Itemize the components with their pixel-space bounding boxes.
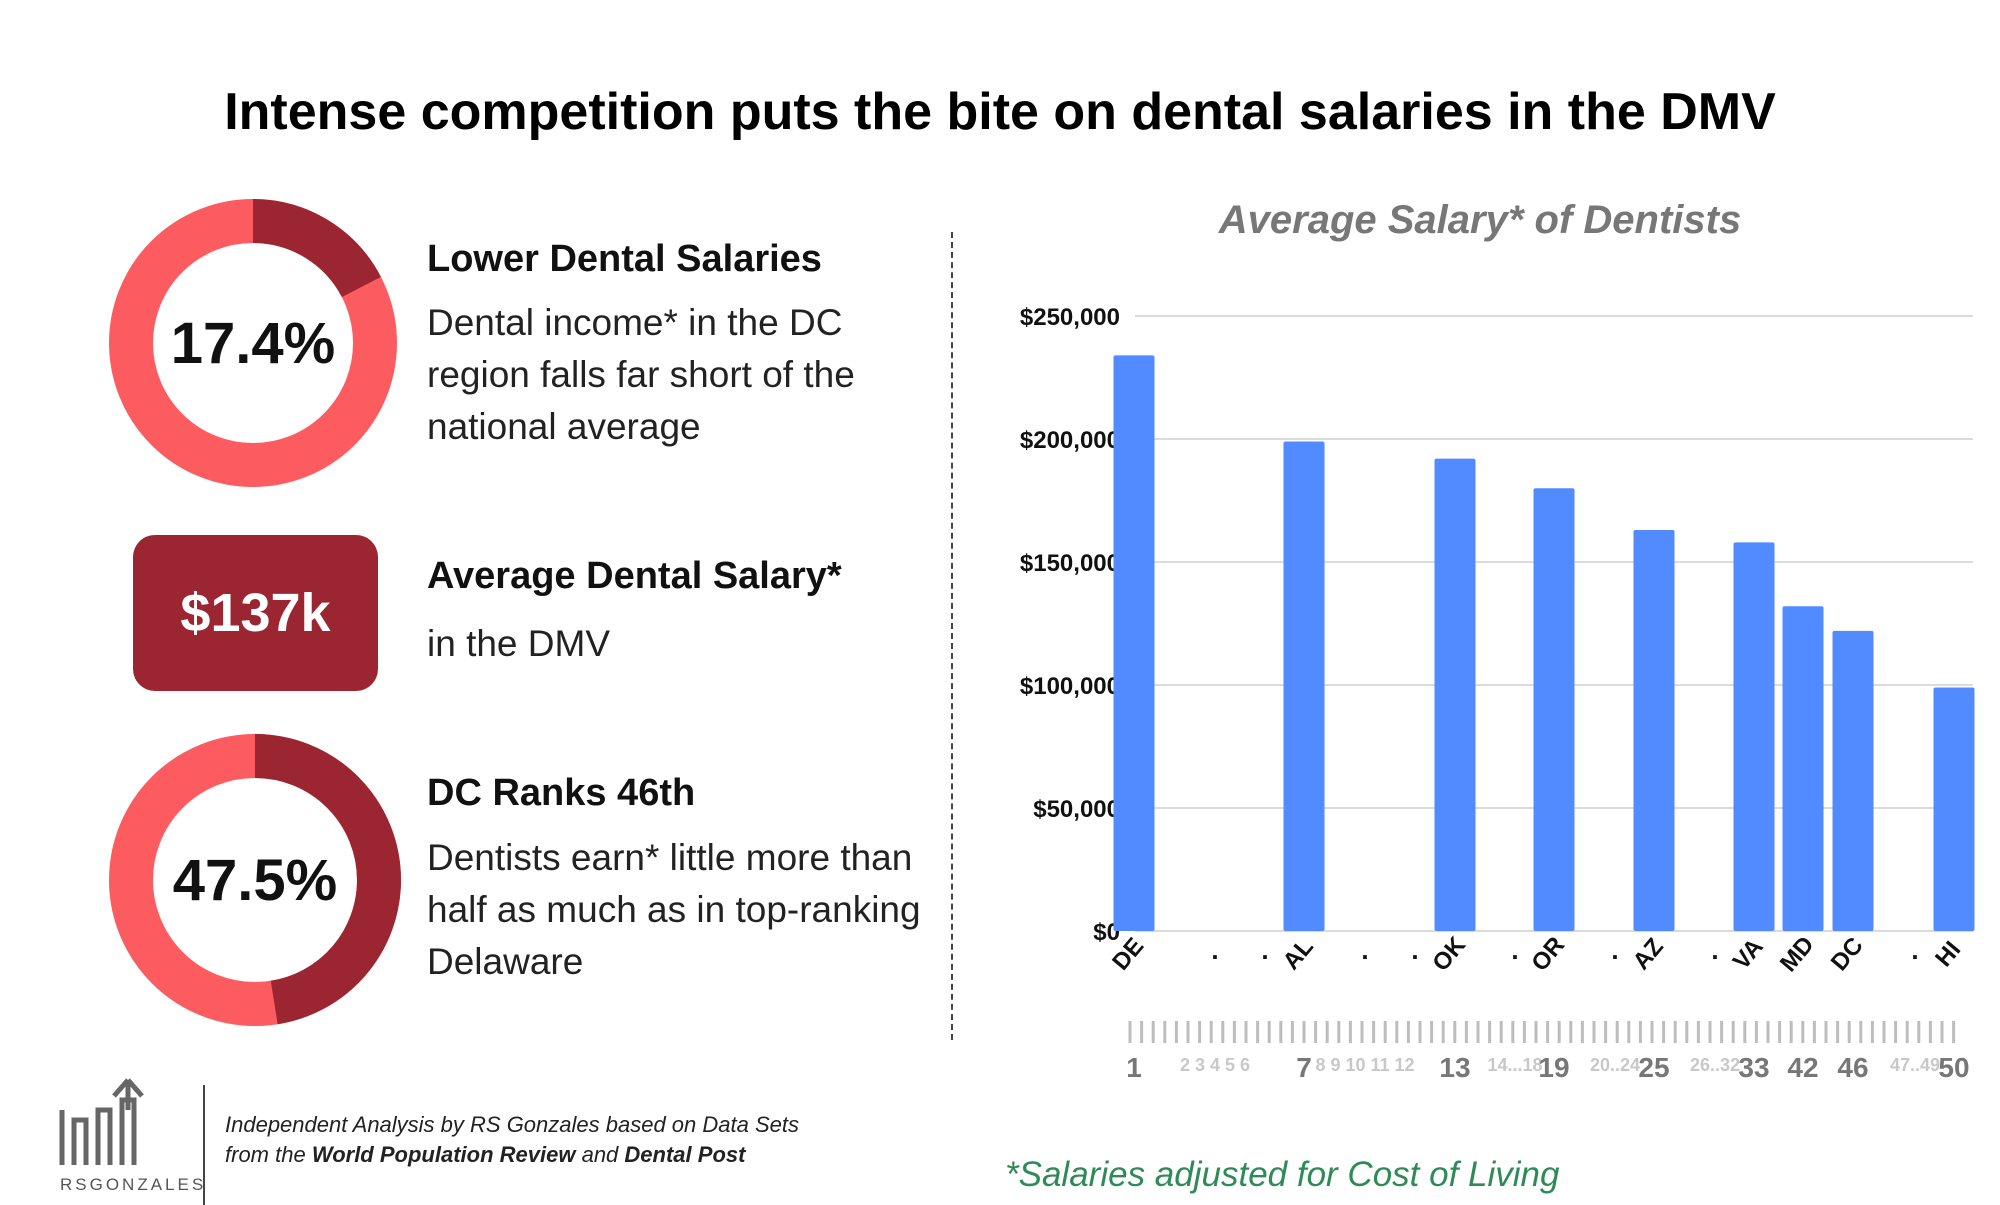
source-and: and xyxy=(581,1142,619,1167)
source-line-2: from the World Population Review and Den… xyxy=(225,1140,799,1170)
x-tick-dot: . xyxy=(1211,935,1218,965)
x-tick-label: AL xyxy=(1278,933,1319,975)
x-tick-label: HI xyxy=(1930,936,1966,972)
y-tick-label: $100,000 xyxy=(1020,673,1120,700)
percentage-ring-2: 47.5% xyxy=(107,732,403,1028)
stat-1-heading: Lower Dental Salaries xyxy=(427,238,822,280)
bar-va xyxy=(1733,542,1775,931)
source-prefix: from the xyxy=(225,1142,306,1167)
bar-az xyxy=(1633,530,1675,931)
x-tick-dot: . xyxy=(1411,935,1418,965)
rank-label: 46 xyxy=(1837,1052,1868,1083)
bar-de xyxy=(1113,355,1155,931)
bar-al xyxy=(1283,441,1325,931)
ring-1-arc xyxy=(109,199,397,487)
stat-3-heading: DC Ranks 46th xyxy=(427,772,696,814)
logo-text: RSGONZALES xyxy=(60,1175,207,1194)
rsgonzales-logo-icon xyxy=(59,1078,144,1165)
rank-label: 19 xyxy=(1538,1052,1569,1083)
section-divider xyxy=(951,232,953,1040)
x-tick-dot: . xyxy=(1711,935,1718,965)
x-tick-label: OR xyxy=(1526,932,1570,977)
rank-label: 25 xyxy=(1638,1052,1669,1083)
x-tick-dot: . xyxy=(1911,935,1918,965)
percentage-ring-1: 17.4% xyxy=(107,197,399,489)
rank-range-label: 47..49 xyxy=(1890,1055,1940,1075)
x-tick-label: DC xyxy=(1826,932,1869,976)
rank-range-label: 14...18 xyxy=(1487,1055,1542,1075)
cost-of-living-footnote: *Salaries adjusted for Cost of Living xyxy=(1005,1155,1560,1194)
ring-1-graphic xyxy=(109,199,397,487)
x-tick-label: MD xyxy=(1775,931,1820,977)
x-tick-dot: . xyxy=(1261,935,1268,965)
bar-md xyxy=(1782,606,1824,931)
rank-label: 7 xyxy=(1296,1052,1312,1083)
x-tick-label: AZ xyxy=(1628,933,1669,975)
stat-1-description: Dental income* in the DC region falls fa… xyxy=(427,302,855,447)
source-attribution: Independent Analysis by RS Gonzales base… xyxy=(225,1110,799,1170)
x-tick-dot: . xyxy=(1361,935,1368,965)
x-tick-dot: . xyxy=(1611,935,1618,965)
source-dental-post: Dental Post xyxy=(624,1142,746,1167)
rank-label: 1 xyxy=(1126,1052,1142,1083)
x-tick-dot: . xyxy=(1511,935,1518,965)
ring-1-value: 17.4% xyxy=(170,310,336,376)
x-tick-label: VA xyxy=(1728,933,1769,975)
bar-dc xyxy=(1832,630,1874,931)
x-tick-label: OK xyxy=(1427,931,1471,976)
y-tick-label: $250,000 xyxy=(1020,304,1120,331)
bar-or xyxy=(1533,488,1575,931)
stat-2-description: in the DMV xyxy=(427,623,611,664)
rank-range-label: 8 9 10 11 12 xyxy=(1315,1055,1414,1075)
y-tick-label: $200,000 xyxy=(1020,427,1120,454)
rank-range-label: 20..24 xyxy=(1590,1055,1640,1075)
page-title: Intense competition puts the bite on den… xyxy=(224,83,1776,141)
salary-bar-chart: $0$50,000$100,000$150,000$200,000$250,00… xyxy=(1020,304,1975,1083)
ring-2-arc xyxy=(109,734,401,1026)
ring-2-graphic xyxy=(109,734,401,1026)
rank-label: 50 xyxy=(1938,1052,1969,1083)
rank-label: 42 xyxy=(1787,1052,1818,1083)
salary-badge: $137k xyxy=(133,535,378,691)
rank-label: 13 xyxy=(1439,1052,1470,1083)
chart-title: Average Salary* of Dentists xyxy=(1218,198,1742,242)
y-tick-label: $50,000 xyxy=(1033,796,1120,823)
rank-range-label: 26..32 xyxy=(1690,1055,1740,1075)
bar-ok xyxy=(1434,458,1476,931)
footer-divider xyxy=(203,1085,205,1205)
stat-3-description: Dentists earn* little more than half as … xyxy=(427,837,921,982)
bar-hi xyxy=(1933,687,1975,931)
source-line-1: Independent Analysis by RS Gonzales base… xyxy=(225,1112,799,1137)
y-tick-label: $150,000 xyxy=(1020,550,1120,577)
rank-label: 33 xyxy=(1738,1052,1769,1083)
ring-2-value: 47.5% xyxy=(172,847,338,913)
rank-range-label: 2 3 4 5 6 xyxy=(1180,1055,1250,1075)
source-world-population-review: World Population Review xyxy=(311,1142,576,1167)
stat-2-heading: Average Dental Salary* xyxy=(427,555,842,597)
